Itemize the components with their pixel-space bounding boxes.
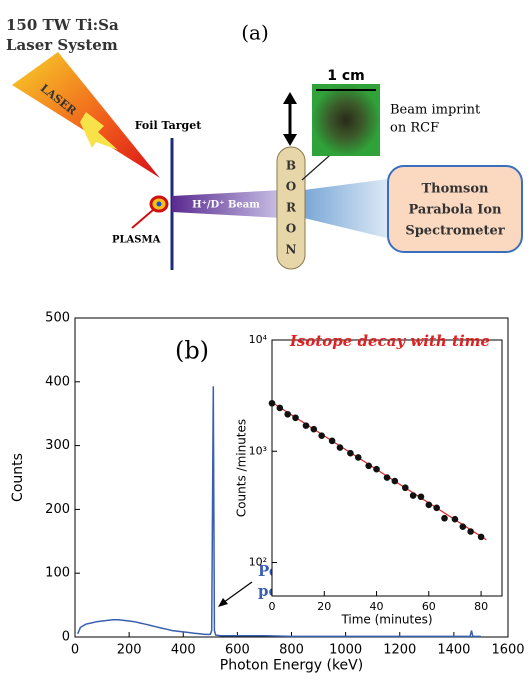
x-tick-label: 20 <box>317 600 331 613</box>
spectrometer-label: Spectrometer <box>405 224 504 239</box>
data-point <box>433 504 440 512</box>
x-axis-label: Photon Energy (keV) <box>220 658 363 674</box>
rcf-image <box>312 84 380 156</box>
x-tick-label: 80 <box>474 600 488 613</box>
x-tick-label: 1200 <box>383 643 416 658</box>
spectrometer <box>387 165 523 253</box>
data-point <box>292 414 299 422</box>
system-title: 150 TW Ti:Sa <box>6 16 119 34</box>
data-point <box>336 444 344 451</box>
panel-label: (b) <box>175 337 209 365</box>
y-tick-label: 10² <box>249 556 267 569</box>
boron-letter: O <box>286 222 296 236</box>
y-tick-label: 200 <box>45 502 70 517</box>
x-tick-label: 400 <box>171 643 196 658</box>
x-tick-label: 0 <box>269 600 276 613</box>
x-tick-label: 200 <box>117 643 142 658</box>
boron-letter: B <box>286 159 296 173</box>
data-point <box>318 432 325 439</box>
x-axis-label: Time (minutes) <box>340 613 432 627</box>
data-point <box>383 474 391 481</box>
plasma-core <box>156 201 162 207</box>
data-point <box>451 515 459 523</box>
laser-arrow <box>80 112 118 150</box>
annotation-arrow-head <box>218 598 228 607</box>
boron-letter: O <box>286 180 296 194</box>
spectrum-line <box>77 386 481 638</box>
data-point <box>365 462 373 470</box>
data-point <box>409 492 417 499</box>
data-point <box>477 533 485 541</box>
boron-target <box>276 146 306 270</box>
data-point <box>391 477 399 485</box>
x-tick-label: 40 <box>370 600 384 613</box>
data-point <box>276 404 284 412</box>
y-axis-label: Counts /minutes <box>235 419 249 517</box>
data-point <box>328 437 336 445</box>
beam-label: H⁺/D⁺ Beam <box>192 200 260 211</box>
y-tick-label: 100 <box>45 566 70 581</box>
scale-label: 1 cm <box>327 68 365 84</box>
foil-label: Foil Target <box>135 119 202 132</box>
plasma-label: PLASMA <box>112 235 161 246</box>
data-point <box>441 514 448 522</box>
x-tick-label: 1400 <box>437 643 470 658</box>
rcf-label: on RCF <box>390 121 439 136</box>
system-title: Laser System <box>6 36 118 54</box>
y-tick-label: 300 <box>45 438 70 453</box>
spectrometer-label: Parabola Ion <box>409 203 503 218</box>
y-tick-label: 500 <box>45 311 70 326</box>
boron-letter: R <box>286 201 297 215</box>
x-tick-label: 800 <box>279 643 304 658</box>
ion-beam <box>172 190 282 218</box>
spectrometer-label: Thomson <box>422 182 490 197</box>
plot-frame <box>271 339 503 597</box>
data-point <box>310 425 318 433</box>
y-tick-label: 0 <box>62 630 70 645</box>
data-point <box>467 528 474 535</box>
x-tick-label: 0 <box>71 643 79 658</box>
data-point <box>268 399 276 407</box>
data-point <box>373 465 380 473</box>
y-axis-label: Counts <box>10 453 26 502</box>
x-tick-label: 60 <box>422 600 436 613</box>
data-point <box>425 501 433 509</box>
y-tick-label: 400 <box>45 374 70 389</box>
data-point <box>302 422 310 429</box>
data-point <box>417 493 425 501</box>
data-point <box>401 484 409 492</box>
inset-title: Isotope decay with time <box>289 332 490 350</box>
rcf-label: Beam imprint <box>390 103 481 118</box>
motion-arrow-head <box>283 134 297 146</box>
x-tick-label: 600 <box>225 643 250 658</box>
panel-label: (a) <box>241 21 269 45</box>
x-tick-label: 1000 <box>329 643 362 658</box>
data-point <box>459 523 467 530</box>
data-point <box>347 449 354 457</box>
y-tick-label: 10⁴ <box>249 333 268 346</box>
data-point <box>284 410 291 418</box>
boron-letter: N <box>286 243 297 257</box>
transmitted-beam <box>304 178 395 240</box>
y-tick-label: 10³ <box>249 444 267 457</box>
motion-arrow-head <box>283 92 297 104</box>
plasma-arrow <box>131 209 154 229</box>
data-point <box>354 454 362 461</box>
x-tick-label: 1600 <box>491 643 524 658</box>
